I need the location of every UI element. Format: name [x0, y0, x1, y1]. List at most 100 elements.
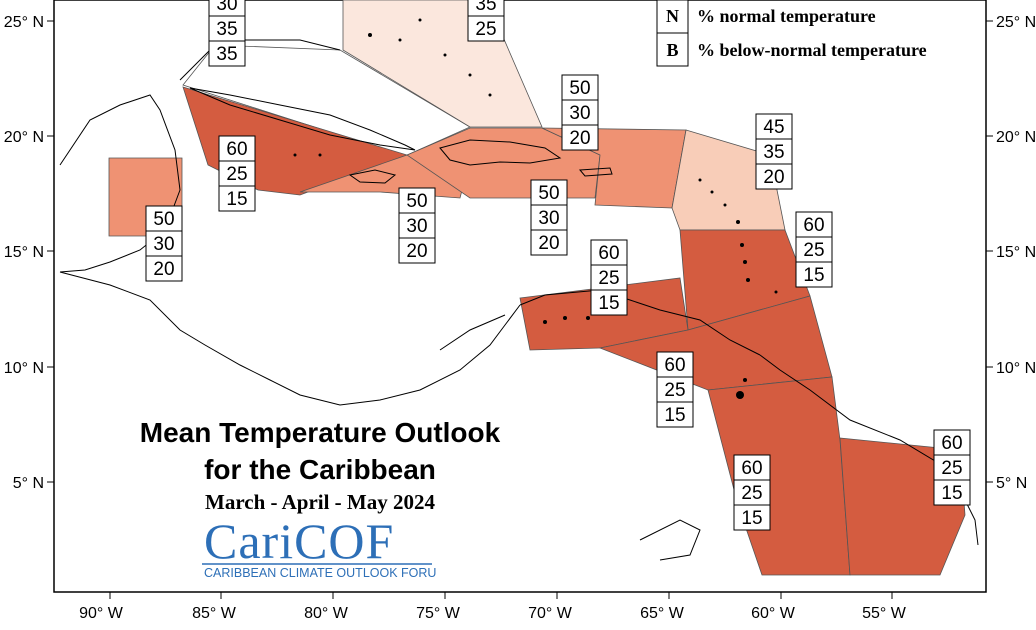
probability-value: 30 [538, 208, 559, 229]
probability-cell [733, 454, 771, 481]
probability-value: 50 [538, 183, 559, 204]
probability-cell [398, 237, 436, 264]
region-box-trinidad: 60 25 15 [656, 351, 694, 428]
probability-value: 35 [475, 0, 496, 15]
map-frame [53, 0, 987, 593]
probability-cell [398, 212, 436, 239]
probability-value: 20 [569, 128, 590, 149]
x-tick-label: 65° W [640, 605, 685, 622]
x-tick-label: 85° W [192, 605, 237, 622]
legend: N % normal temperature B % below-normal … [656, 0, 927, 67]
probability-value: 50 [153, 209, 174, 230]
probability-cell [208, 40, 246, 67]
probability-value: 20 [406, 241, 427, 262]
probability-value: 60 [803, 215, 824, 236]
probability-cell [590, 289, 628, 316]
caricof-logo: CariCOF CARIBBEAN CLIMATE OUTLOOK FORUM [202, 513, 436, 580]
probability-cell [733, 504, 771, 531]
probability-cell [561, 124, 599, 151]
probability-value: 15 [941, 483, 962, 504]
x-tick-label: 80° W [304, 605, 349, 622]
probability-value: 25 [664, 380, 685, 401]
y-tick-label: 20° N [996, 129, 1036, 146]
probability-value: 35 [216, 44, 237, 65]
coastlines [59, 39, 979, 561]
y-tick-label: 5° N [996, 475, 1027, 492]
probability-cell [590, 264, 628, 291]
probability-value: 35 [216, 19, 237, 40]
region-box-guyana: 60 25 15 [733, 454, 771, 531]
region-box-abc-islands: 60 25 15 [590, 239, 628, 316]
probability-value: 15 [598, 293, 619, 314]
probability-value: 15 [803, 265, 824, 286]
probability-value: 30 [153, 234, 174, 255]
probability-cell [656, 401, 694, 428]
probability-value: 50 [406, 191, 427, 212]
region-box-windward-islands: 60 25 15 [795, 211, 833, 288]
legend-key-n: N [666, 6, 679, 26]
probability-cell [218, 185, 256, 212]
probability-value: 25 [803, 240, 824, 261]
map-title: Mean Temperature Outlook [139, 417, 501, 448]
probability-value: 20 [538, 233, 559, 254]
logo-subtitle: CARIBBEAN CLIMATE OUTLOOK FORUM [204, 566, 436, 580]
probability-value: 50 [569, 78, 590, 99]
y-tick-label: 25° N [996, 14, 1036, 31]
probability-cell [530, 229, 568, 256]
probability-value: 60 [941, 433, 962, 454]
region-box-cuba: 60 25 15 [218, 135, 256, 212]
probability-cell [145, 255, 183, 282]
x-tick-label: 55° W [862, 605, 907, 622]
legend-key-box-n [656, 0, 689, 34]
x-tick-label: 70° W [528, 605, 573, 622]
probability-value: 30 [406, 216, 427, 237]
probability-cell [656, 376, 694, 403]
axis-ticks [47, 20, 993, 599]
y-tick-label: 10° N [996, 360, 1036, 377]
legend-key-box-b [656, 32, 689, 67]
probability-cell [795, 236, 833, 263]
probability-value: 15 [226, 189, 247, 210]
probability-value: 30 [569, 103, 590, 124]
probability-value: 60 [226, 139, 247, 160]
probability-value: 25 [941, 458, 962, 479]
region-box-jamaica: 50 30 20 [398, 187, 436, 264]
probability-cell [933, 479, 971, 506]
legend-label-b: % below-normal temperature [697, 40, 927, 60]
legend-label-n: % normal temperature [697, 6, 876, 26]
islands [293, 18, 778, 399]
probability-cell [530, 179, 568, 206]
probability-value: 15 [664, 405, 685, 426]
y-tick-label: 5° N [13, 475, 44, 492]
x-tick-labels: 90° W 85° W 80° W 75° W 70° W 65° W 60° … [79, 605, 907, 622]
probability-cell [933, 454, 971, 481]
x-tick-label: 90° W [79, 605, 124, 622]
y-tick-labels-right: 25° N 20° N 15° N 10° N 5° N [996, 14, 1036, 492]
probability-value: 20 [763, 167, 784, 188]
probability-value: 25 [475, 19, 496, 40]
probability-value: 35 [763, 142, 784, 163]
y-tick-label: 25° N [4, 14, 44, 31]
probability-cell [733, 479, 771, 506]
probability-cell [755, 163, 793, 190]
x-tick-label: 75° W [416, 605, 461, 622]
y-tick-label: 15° N [4, 244, 44, 261]
probability-value: 60 [598, 243, 619, 264]
probability-cell [590, 239, 628, 266]
probability-value: 45 [763, 117, 784, 138]
probability-value: 15 [741, 508, 762, 529]
probability-cell [145, 230, 183, 257]
logo-name: CariCOF [204, 513, 394, 569]
y-tick-label: 15° N [996, 244, 1036, 261]
probability-cell [467, 15, 505, 42]
probability-value: 25 [741, 483, 762, 504]
y-tick-label: 10° N [4, 360, 44, 377]
map-title-line2: for the Caribbean [204, 454, 436, 485]
probability-cell [145, 205, 183, 232]
probability-cell [795, 211, 833, 238]
legend-key-b: B [666, 40, 678, 60]
probability-boxes: 3035353525602515503020503020503020503020… [145, 0, 971, 531]
probability-cell [530, 204, 568, 231]
